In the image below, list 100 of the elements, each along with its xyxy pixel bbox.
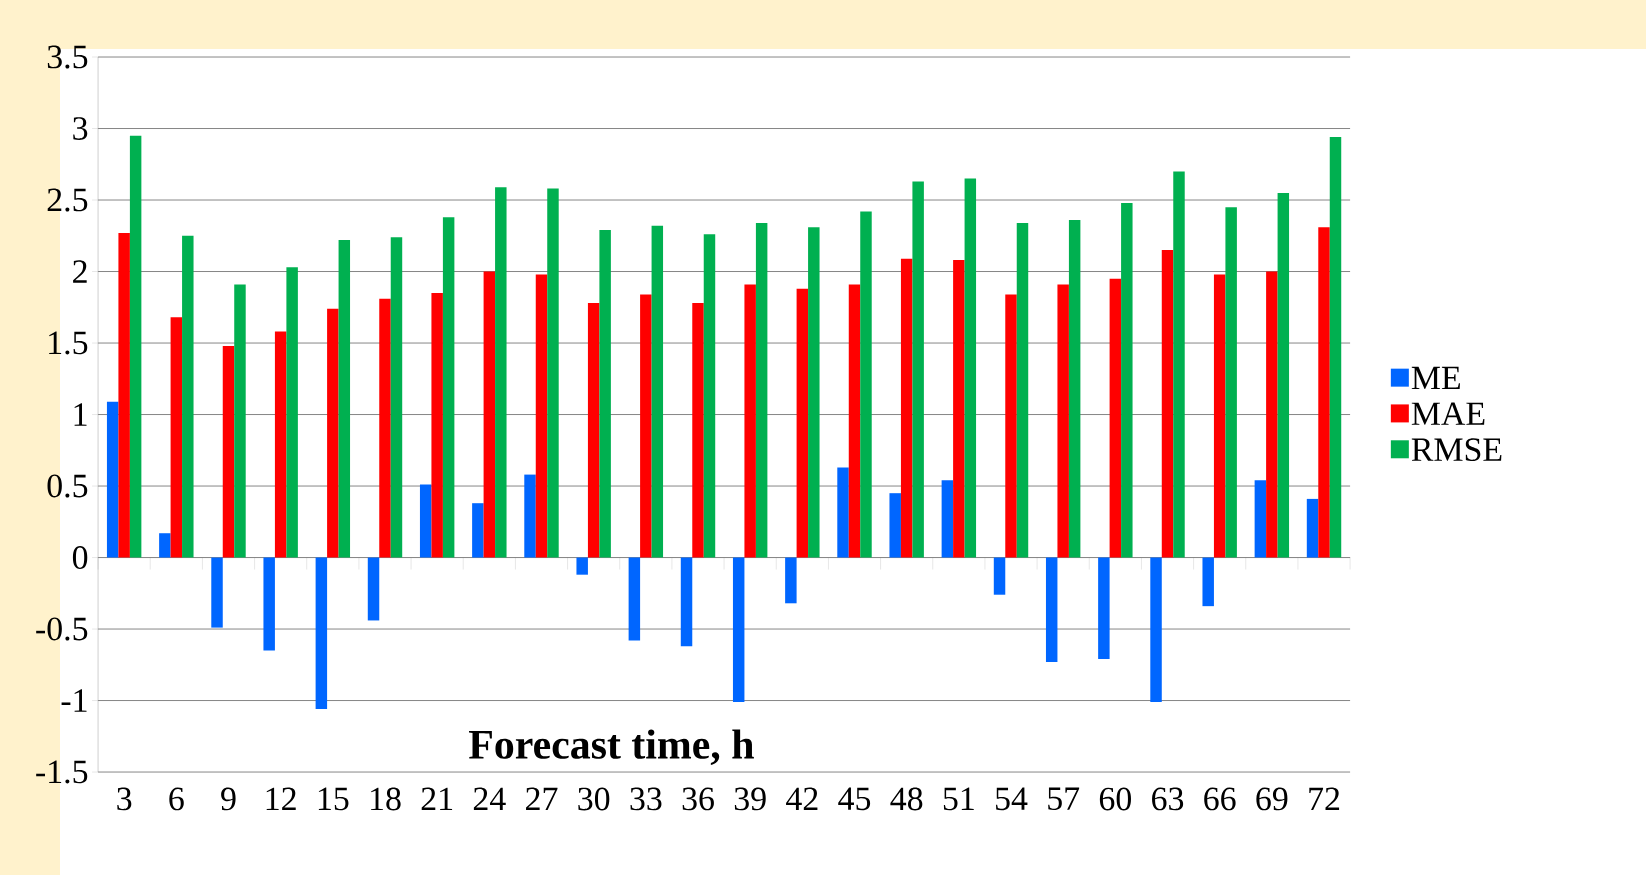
legend-label: ME [1411, 366, 1460, 389]
bar [1121, 202, 1133, 558]
y-tick-label: 3.5 [47, 45, 88, 69]
bar [495, 187, 507, 558]
bar [1016, 222, 1029, 558]
x-tick-label: 72 [1309, 787, 1340, 810]
bar [680, 557, 693, 647]
bar [315, 557, 328, 710]
bar [576, 557, 588, 575]
bar [1098, 557, 1110, 660]
y-tick-label: -1.5 [36, 760, 88, 784]
bar [1057, 284, 1069, 558]
bar [1329, 137, 1342, 558]
bar [1045, 557, 1058, 662]
x-axis-title: Forecast time, h [469, 729, 754, 765]
y-tick-label: 1.5 [49, 331, 88, 355]
legend-label: MAE [1411, 402, 1485, 425]
bar [170, 317, 183, 558]
bar [755, 222, 768, 558]
bar [651, 225, 664, 558]
bar [837, 467, 849, 558]
bar [286, 267, 298, 558]
bar [1266, 271, 1278, 558]
bar [327, 308, 339, 558]
bar [848, 284, 861, 558]
bar [796, 288, 809, 558]
x-tick-label: 3 [117, 787, 132, 811]
bar [1225, 207, 1237, 558]
y-tick-label: 1 [74, 403, 87, 426]
bar [535, 274, 548, 558]
x-tick-label: 36 [682, 787, 714, 811]
bar [274, 331, 287, 558]
x-tick-label: 60 [1099, 787, 1131, 811]
x-tick-label: 9 [221, 787, 236, 811]
x-tick-label: 24 [473, 787, 506, 810]
bar [1173, 171, 1185, 558]
bar [953, 260, 965, 558]
bar [1306, 498, 1319, 558]
bar [263, 557, 275, 651]
bar [1318, 227, 1330, 558]
y-tick-label: -1 [61, 689, 87, 712]
x-tick-label: 57 [1048, 787, 1080, 811]
bar [211, 557, 223, 628]
bar [1068, 220, 1081, 558]
bar [234, 284, 246, 558]
x-tick-label: 15 [318, 787, 349, 811]
bar [367, 557, 380, 621]
bar [222, 345, 235, 558]
bar [106, 401, 119, 558]
x-tick-label: 63 [1152, 787, 1184, 811]
bar [524, 474, 536, 558]
y-tick-label: 0 [72, 546, 88, 569]
bar [993, 557, 1006, 595]
bar [587, 302, 600, 558]
x-tick-label: 18 [371, 787, 401, 811]
x-tick-label: 54 [996, 787, 1028, 811]
bar [599, 230, 611, 558]
bar [1005, 294, 1017, 558]
x-tick-label: 42 [786, 787, 818, 810]
bar [744, 284, 756, 558]
bar [1202, 557, 1214, 607]
x-tick-label: 33 [630, 787, 662, 811]
bar [1109, 278, 1122, 558]
x-tick-label: 45 [838, 787, 871, 811]
bar [1213, 274, 1226, 558]
y-tick-label: 2 [73, 260, 87, 283]
y-tick-label: 3 [73, 117, 88, 140]
bar [808, 227, 820, 558]
bar [338, 240, 351, 558]
x-tick-label: 39 [734, 787, 766, 811]
x-tick-label: 51 [943, 787, 974, 811]
bar [472, 503, 484, 558]
bar [442, 217, 455, 558]
bar [703, 234, 716, 558]
x-tick-label: 66 [1204, 787, 1236, 811]
y-tick-label: -0.5 [36, 617, 88, 641]
bar [1254, 480, 1267, 558]
bar [419, 484, 432, 558]
x-tick-label: 69 [1256, 787, 1288, 811]
bar [159, 533, 171, 558]
bar [379, 298, 391, 558]
bar [964, 178, 977, 558]
bar [628, 557, 641, 641]
bar [483, 271, 496, 558]
bar [547, 188, 559, 558]
x-tick-label: 6 [169, 787, 184, 811]
bar [732, 557, 745, 702]
bar [1150, 557, 1162, 702]
x-tick-label: 21 [421, 787, 453, 810]
x-tick-label: 27 [526, 787, 558, 810]
bar [1161, 250, 1174, 558]
x-tick-label: 48 [890, 787, 923, 811]
x-tick-label: 30 [578, 787, 610, 811]
y-tick-label: 2.5 [47, 188, 88, 212]
bar [785, 557, 797, 604]
bar [1277, 192, 1290, 558]
bar [182, 235, 194, 558]
bar [941, 480, 954, 558]
bar [129, 135, 142, 558]
bar [900, 258, 913, 558]
